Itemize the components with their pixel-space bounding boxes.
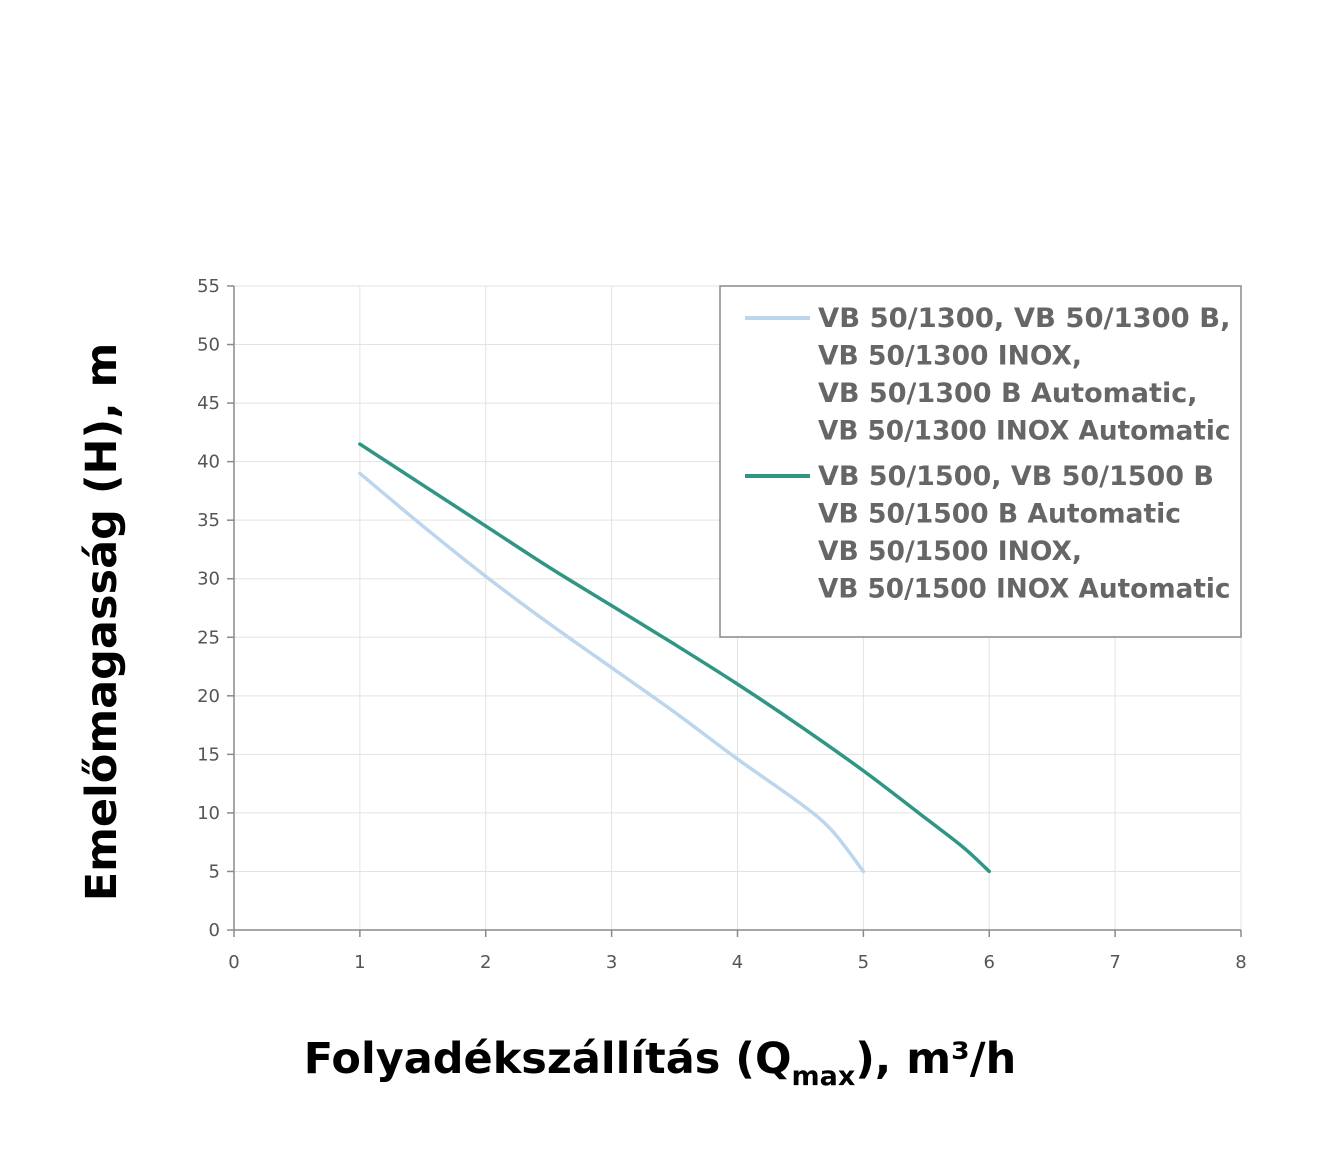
y-tick-label-55: 55 bbox=[197, 276, 220, 297]
x-tick-label-7: 7 bbox=[1109, 952, 1120, 973]
x-tick-label-3: 3 bbox=[606, 952, 617, 973]
y-tick-label-15: 15 bbox=[197, 744, 220, 765]
legend-label-1-line-4: VB 50/1300 INOX Automatic bbox=[818, 416, 1231, 447]
y-tick-label-30: 30 bbox=[197, 569, 220, 590]
series-line-1 bbox=[358, 471, 866, 874]
legend-label-1-line-3: VB 50/1300 B Automatic, bbox=[818, 378, 1198, 409]
y-tick-label-50: 50 bbox=[197, 335, 220, 356]
x-tick-label-8: 8 bbox=[1235, 952, 1246, 973]
legend: VB 50/1300, VB 50/1300 B, VB 50/1300 INOX… bbox=[719, 285, 1242, 638]
y-tick-label-35: 35 bbox=[197, 510, 220, 531]
legend-box bbox=[719, 285, 1242, 638]
legend-label-2-line-3: VB 50/1500 INOX, bbox=[818, 536, 1082, 567]
x-axis-title-suffix: ), m³/h bbox=[855, 1034, 1016, 1084]
axes bbox=[227, 285, 1242, 937]
x-tick-label-2: 2 bbox=[480, 952, 491, 973]
x-axis-title-sub: max bbox=[792, 1061, 856, 1092]
y-tick-label-25: 25 bbox=[197, 627, 220, 648]
legend-label-2-line-1: VB 50/1500, VB 50/1500 B bbox=[818, 461, 1214, 492]
series-lines bbox=[358, 442, 991, 874]
x-tick-label-0: 0 bbox=[228, 952, 239, 973]
x-tick-label-4: 4 bbox=[732, 952, 743, 973]
x-tick-label-5: 5 bbox=[858, 952, 869, 973]
legend-label-1-line-2: VB 50/1300 INOX, bbox=[818, 341, 1082, 372]
legend-label-1-line-1: VB 50/1300, VB 50/1300 B, bbox=[818, 303, 1231, 334]
y-axis-title: Emelőmagasság (H), m bbox=[77, 343, 127, 902]
y-tick-label-10: 10 bbox=[197, 803, 220, 824]
y-tick-label-5: 5 bbox=[209, 861, 220, 882]
y-tick-label-20: 20 bbox=[197, 686, 220, 707]
x-tick-label-6: 6 bbox=[984, 952, 995, 973]
y-tick-label-45: 45 bbox=[197, 393, 220, 414]
legend-label-2-line-2: VB 50/1500 B Automatic bbox=[818, 499, 1181, 530]
series-line-2 bbox=[358, 442, 991, 874]
y-tick-label-0: 0 bbox=[209, 920, 220, 941]
legend-label-2-line-4: VB 50/1500 INOX Automatic bbox=[818, 574, 1231, 605]
x-axis-title-main: Folyadékszállítás (Q bbox=[304, 1034, 792, 1084]
x-tick-label-1: 1 bbox=[354, 952, 365, 973]
x-axis-title: Folyadékszállítás (Qmax), m³/h bbox=[304, 1034, 1016, 1092]
y-tick-label-40: 40 bbox=[197, 452, 220, 473]
